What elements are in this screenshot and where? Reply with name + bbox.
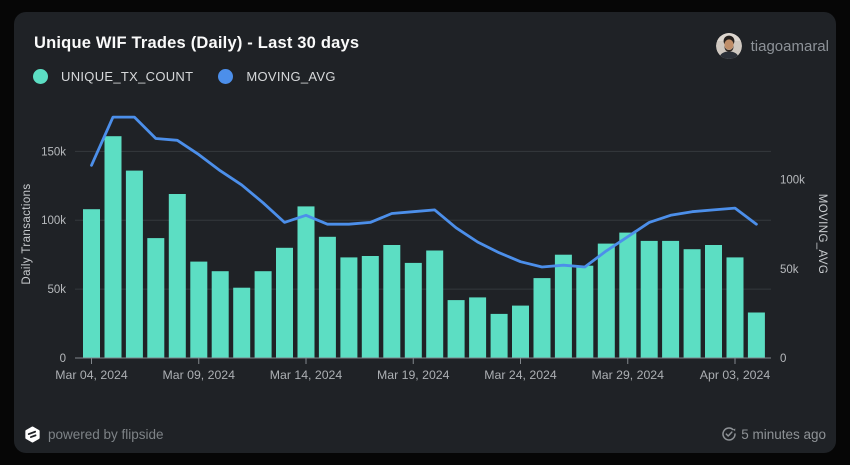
left-y-tick-label: 0: [60, 353, 66, 365]
x-tick-label: Mar 19, 2024: [377, 368, 450, 382]
bar-Mar 07, 2024[interactable]: [147, 238, 165, 358]
card-footer: powered by flipside 5 minutes ago: [24, 424, 826, 444]
bar-Mar 16, 2024[interactable]: [340, 257, 358, 358]
powered-by-label: powered by flipside: [48, 426, 164, 442]
bar-Mar 24, 2024[interactable]: [512, 305, 529, 358]
flipside-logo-icon: [24, 425, 41, 443]
legend-item-unique_tx_count[interactable]: UNIQUE_TX_COUNT: [33, 69, 193, 84]
bar-Apr 04, 2024[interactable]: [747, 312, 765, 359]
bar-Mar 15, 2024[interactable]: [318, 236, 336, 358]
bar-Apr 02, 2024[interactable]: [705, 245, 722, 358]
bar-Mar 25, 2024[interactable]: [533, 278, 551, 358]
moving-avg-line[interactable]: [90, 115, 758, 269]
right-y-tick-label: 100k: [780, 175, 805, 187]
refresh-check-icon: [721, 426, 737, 442]
bar-Mar 27, 2024[interactable]: [576, 265, 594, 358]
bar-Mar 14, 2024[interactable]: [297, 206, 315, 358]
left-y-tick-label: 150k: [41, 146, 66, 158]
bar-Mar 20, 2024[interactable]: [426, 250, 444, 359]
bar-Mar 28, 2024[interactable]: [597, 243, 615, 358]
bar-Mar 26, 2024[interactable]: [554, 254, 572, 358]
bar-Mar 10, 2024[interactable]: [211, 271, 229, 358]
bar-Apr 03, 2024[interactable]: [726, 257, 744, 358]
legend-item-moving_avg[interactable]: MOVING_AVG: [218, 69, 336, 84]
bar-Apr 01, 2024[interactable]: [683, 249, 701, 358]
x-tick-label: Mar 09, 2024: [163, 368, 236, 382]
bar-Mar 19, 2024[interactable]: [404, 262, 422, 358]
bar-Mar 31, 2024[interactable]: [662, 240, 680, 358]
legend-label: MOVING_AVG: [246, 69, 336, 84]
x-tick-label: Mar 14, 2024: [270, 368, 343, 382]
bar-Mar 08, 2024[interactable]: [168, 194, 186, 358]
bar-Mar 21, 2024[interactable]: [447, 300, 465, 358]
bar-Mar 09, 2024[interactable]: [190, 261, 208, 358]
x-tick-label: Mar 24, 2024: [484, 368, 557, 382]
chart-title: Unique WIF Trades (Daily) - Last 30 days: [34, 34, 360, 52]
bar-Mar 06, 2024[interactable]: [125, 170, 143, 358]
bar-Mar 04, 2024[interactable]: [83, 209, 100, 358]
right-y-tick-label: 50k: [780, 264, 799, 276]
bar-Mar 12, 2024[interactable]: [254, 271, 272, 358]
bar-Mar 22, 2024[interactable]: [469, 297, 487, 358]
bar-Mar 30, 2024[interactable]: [640, 240, 658, 358]
powered-by-flipside[interactable]: powered by flipside: [24, 425, 164, 443]
bar-Mar 17, 2024[interactable]: [361, 256, 379, 358]
bar-Mar 18, 2024[interactable]: [383, 245, 401, 358]
bar-Mar 23, 2024[interactable]: [490, 313, 508, 358]
bar-Mar 11, 2024[interactable]: [233, 287, 251, 358]
x-tick-label: Mar 29, 2024: [592, 368, 665, 382]
legend-dot-icon: [33, 69, 48, 84]
x-tick-label: Apr 03, 2024: [700, 368, 771, 382]
chart-legend: UNIQUE_TX_COUNT MOVING_AVG: [33, 69, 336, 84]
avatar: [715, 33, 742, 59]
legend-dot-icon: [218, 69, 234, 84]
user-chip[interactable]: tiagoamaral: [715, 33, 829, 59]
bar-Mar 05, 2024[interactable]: [104, 136, 122, 358]
username: tiagoamaral: [750, 37, 829, 55]
left-y-tick-label: 50k: [47, 284, 66, 296]
bar-Mar 13, 2024[interactable]: [276, 247, 293, 358]
last-updated-label: 5 minutes ago: [741, 426, 826, 442]
left-axis-title: Daily Transactions: [21, 183, 33, 284]
left-y-tick-label: 100k: [41, 215, 66, 227]
last-updated: 5 minutes ago: [721, 426, 826, 442]
right-y-tick-label: 0: [780, 353, 786, 365]
right-axis-title: MOVING_AVG: [816, 194, 828, 274]
chart-plot: Mar 04, 2024 Mar 09, 2024 Mar 14, 2024 Mar …: [21, 115, 828, 382]
bar-Mar 29, 2024[interactable]: [619, 232, 637, 358]
legend-label: UNIQUE_TX_COUNT: [61, 69, 194, 84]
dashboard-card: Unique WIF Trades (Daily) - Last 30 days…: [14, 12, 836, 453]
x-tick-label: Mar 04, 2024: [55, 368, 128, 382]
